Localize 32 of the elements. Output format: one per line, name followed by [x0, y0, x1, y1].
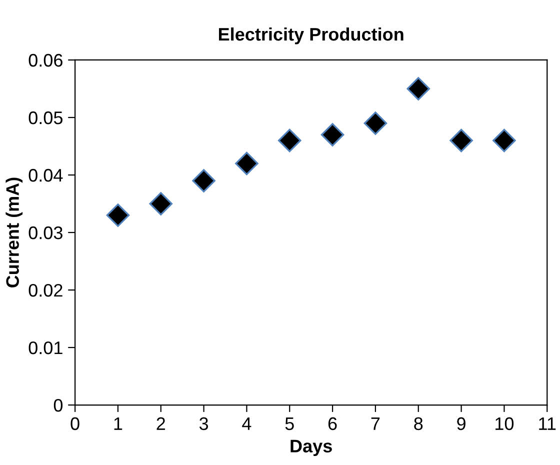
y-tick-label: 0.03 [28, 226, 62, 240]
x-tick-label: 3 [199, 417, 208, 430]
point [235, 152, 258, 176]
y-axis-title: Current (mA) [6, 178, 23, 288]
x-axis-title: Days [290, 440, 332, 456]
point [192, 169, 216, 192]
y-tick-label: 0.05 [28, 111, 62, 124]
point [492, 128, 516, 152]
y-tick-label: 0.01 [28, 341, 62, 354]
x-tick-label: 1 [114, 417, 122, 430]
chart-title: Electricity Production [218, 27, 404, 44]
x-tick-label: 7 [371, 417, 380, 430]
x-tick-label: 10 [496, 417, 514, 430]
x-tick-label: 6 [328, 417, 337, 430]
x-tick-label: 4 [242, 417, 252, 430]
x-tick-label: 9 [457, 417, 466, 430]
x-tick-label: 2 [156, 417, 165, 430]
y-tick-label: 0.02 [28, 284, 62, 297]
point [106, 204, 130, 227]
point [364, 112, 388, 135]
x-tick-label: 8 [414, 417, 423, 430]
y-tick-label: 0.06 [28, 54, 62, 67]
point [450, 128, 473, 152]
x-tick-label: 5 [285, 417, 294, 430]
y-tick-label: 0 [54, 398, 63, 412]
point [278, 128, 302, 152]
x-tick-label: 0 [70, 417, 80, 430]
point [149, 192, 173, 216]
point [320, 123, 344, 146]
y-tick-label: 0.04 [28, 168, 63, 182]
point [406, 77, 430, 100]
x-tick-label: 11 [539, 417, 556, 430]
